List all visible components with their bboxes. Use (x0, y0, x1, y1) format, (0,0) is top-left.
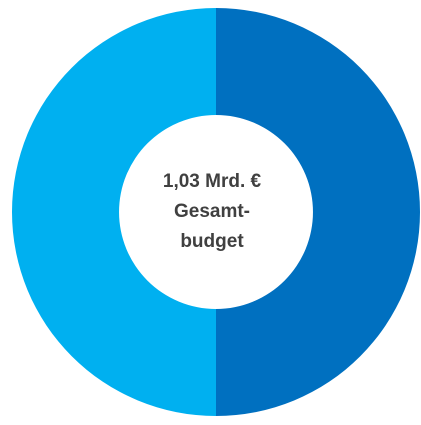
donut-slice (12, 8, 216, 416)
center-label: Gesamt- (174, 201, 250, 222)
center-label: budget (180, 231, 244, 252)
donut-slice (216, 8, 420, 416)
center-label: 1,03 Mrd. € (163, 171, 262, 192)
